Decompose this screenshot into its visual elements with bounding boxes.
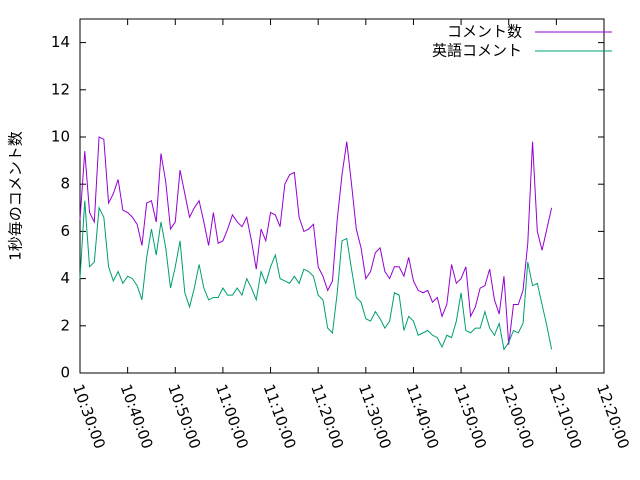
y-tick-label: 14 <box>51 33 70 51</box>
x-tick-label: 11:20:00 <box>307 382 347 451</box>
x-tick-label: 11:30:00 <box>355 382 395 451</box>
y-tick-label: 4 <box>60 269 70 287</box>
x-tick-label: 11:50:00 <box>450 382 490 451</box>
y-tick-label: 0 <box>60 364 70 382</box>
x-tick-label: 10:50:00 <box>164 382 204 451</box>
x-tick-label: 12:00:00 <box>498 382 538 451</box>
y-tick-label: 6 <box>60 222 70 240</box>
y-tick-label: 10 <box>51 128 70 146</box>
x-tick-label: 11:00:00 <box>212 382 252 451</box>
plot-frame <box>79 18 605 374</box>
series-line <box>79 136 553 345</box>
y-tick-label: 2 <box>60 316 70 334</box>
x-tick-label: 11:40:00 <box>402 382 442 451</box>
x-tick-label: 12:20:00 <box>593 382 633 451</box>
legend-label: コメント数 <box>447 23 522 41</box>
x-tick-label: 12:10:00 <box>545 382 585 451</box>
series-line <box>79 200 553 351</box>
y-axis-label: 1秒毎のコメント数 <box>7 131 25 261</box>
x-tick-label: 10:30:00 <box>69 382 109 451</box>
y-tick-label: 8 <box>60 175 70 193</box>
x-tick-label: 10:40:00 <box>117 382 157 451</box>
y-tick-label: 12 <box>51 80 70 98</box>
legend-label: 英語コメント <box>432 42 522 60</box>
x-tick-label: 11:10:00 <box>260 382 300 451</box>
